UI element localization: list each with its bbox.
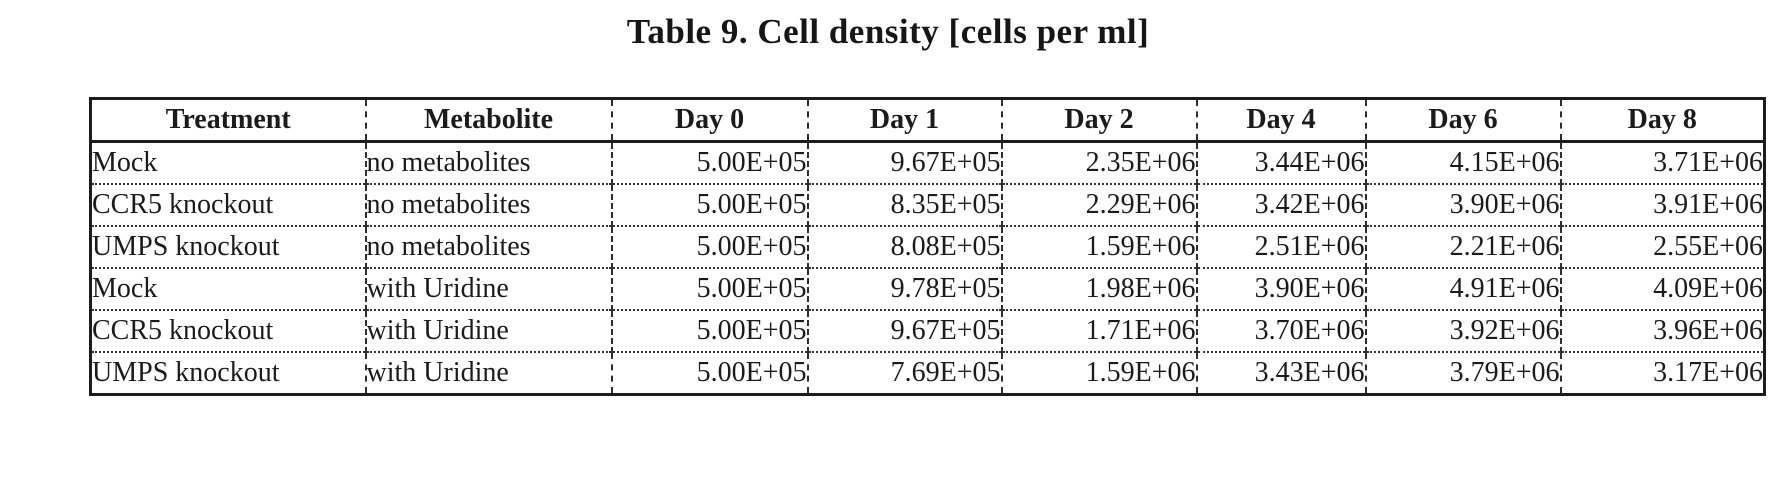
metabolite-cell: with Uridine [364,351,612,395]
day8-value: 3.96E+06 [1559,309,1765,352]
day2-value: 1.98E+06 [1000,267,1197,310]
day0-value: 5.00E+05 [610,267,808,310]
day1-value: 7.69E+05 [806,351,1002,395]
day1-value: 9.67E+05 [806,309,1002,352]
day1-value: 9.78E+05 [806,267,1002,310]
day0-value: 5.00E+05 [610,183,808,226]
day8-value: 4.09E+06 [1559,267,1765,310]
table-row: UMPS knockout no metabolites 5.00E+05 8.… [90,225,1765,268]
day4-value: 3.90E+06 [1195,267,1366,310]
treatment-cell: CCR5 knockout [90,183,366,226]
day2-value: 2.29E+06 [1000,183,1197,226]
day6-value: 3.90E+06 [1364,183,1561,226]
column-header-day-1: Day 1 [806,98,1002,143]
day4-value: 3.44E+06 [1195,141,1366,184]
column-header-day-8: Day 8 [1559,98,1765,143]
day4-value: 2.51E+06 [1195,225,1366,268]
table-row: UMPS knockout with Uridine 5.00E+05 7.69… [90,351,1765,395]
day2-value: 1.59E+06 [1000,225,1197,268]
metabolite-cell: no metabolites [364,141,612,184]
day2-value: 1.59E+06 [1000,351,1197,395]
treatment-cell: CCR5 knockout [90,309,366,352]
table-row: CCR5 knockout no metabolites 5.00E+05 8.… [90,183,1765,226]
table-row: Mock no metabolites 5.00E+05 9.67E+05 2.… [91,141,1765,184]
day1-value: 8.35E+05 [806,183,1002,226]
table-row: CCR5 knockout with Uridine 5.00E+05 9.67… [90,309,1765,352]
column-header-day-4: Day 4 [1195,98,1366,143]
day4-value: 3.42E+06 [1195,183,1366,226]
column-header-day-0: Day 0 [610,98,808,143]
header-row: Treatment Metabolite Day 0 Day 1 Day 2 D… [90,98,1765,143]
day1-value: 9.67E+05 [806,141,1002,184]
day4-value: 3.43E+06 [1195,351,1366,395]
treatment-cell: UMPS knockout [90,351,366,395]
day0-value: 5.00E+05 [610,225,808,268]
day8-value: 3.17E+06 [1559,351,1765,395]
day2-value: 2.35E+06 [1000,141,1197,184]
day8-value: 2.55E+06 [1559,225,1765,268]
day6-value: 2.21E+06 [1364,225,1561,268]
column-header-treatment: Treatment [90,98,366,143]
day0-value: 5.00E+05 [610,309,808,352]
treatment-cell: Mock [92,147,158,178]
treatment-cell: Mock [90,267,366,310]
metabolite-cell: no metabolites [364,225,612,268]
day6-value: 3.79E+06 [1364,351,1561,395]
treatment-cell: UMPS knockout [90,225,366,268]
metabolite-cell: no metabolites [364,183,612,226]
day6-value: 4.91E+06 [1364,267,1561,310]
day8-value: 3.71E+06 [1559,141,1765,184]
day8-value: 3.91E+06 [1559,183,1765,226]
day6-value: 3.92E+06 [1364,309,1561,352]
cell-density-table: Treatment Metabolite Day 0 Day 1 Day 2 D… [89,97,1766,396]
day2-value: 1.71E+06 [1000,309,1197,352]
day1-value: 8.08E+05 [806,225,1002,268]
column-header-metabolite: Metabolite [364,98,612,143]
day0-value: 5.00E+05 [610,351,808,395]
metabolite-cell: with Uridine [364,267,612,310]
page-title: Table 9. Cell density [cells per ml] [626,12,1150,51]
day6-value: 4.15E+06 [1364,141,1561,184]
day0-value: 5.00E+05 [610,141,808,184]
metabolite-cell: with Uridine [364,309,612,352]
column-header-day-6: Day 6 [1364,98,1561,143]
day4-value: 3.70E+06 [1195,309,1366,352]
column-header-day-2: Day 2 [1000,98,1197,143]
table-row: Mock with Uridine 5.00E+05 9.78E+05 1.98… [90,267,1765,310]
